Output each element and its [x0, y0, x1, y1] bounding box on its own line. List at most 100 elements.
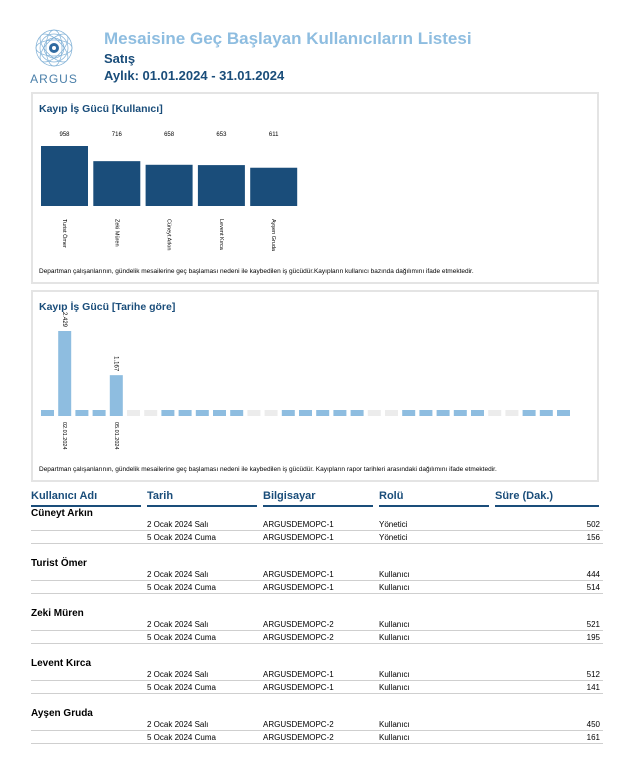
cell-date: 2 Ocak 2024 Salı	[147, 670, 209, 679]
cell-role: Kullanıcı	[379, 570, 410, 579]
bar	[264, 410, 278, 416]
report-department: Satış	[104, 51, 136, 66]
bar	[316, 410, 330, 416]
column-header-role: Rolü	[379, 490, 489, 507]
row-divider	[31, 530, 603, 531]
cell-date: 2 Ocak 2024 Salı	[147, 570, 209, 579]
row-divider	[31, 743, 603, 744]
cell-duration: 512	[586, 670, 600, 679]
user-bar-chart: 958 Turist Ömer 716 Zeki Müren 658 Cüneyt Ark…	[41, 132, 298, 252]
bar	[230, 410, 244, 416]
category-label: Ayşen Gruda	[270, 219, 276, 252]
bar	[333, 410, 347, 416]
bar-value-label: 611	[269, 132, 279, 138]
cell-role: Kullanıcı	[379, 720, 410, 729]
cell-duration: 156	[586, 533, 600, 542]
chart-panel-date: Kayıp İş Gücü [Tarihe göre] 2.429 02.01.2…	[31, 290, 599, 482]
cell-duration: 195	[586, 633, 600, 642]
bar	[299, 410, 312, 416]
cell-computer: ARGUSDEMOPC-2	[263, 720, 334, 729]
cell-computer: ARGUSDEMOPC-1	[263, 583, 334, 592]
row-divider	[31, 630, 603, 631]
category-label: Levent Kırca	[218, 219, 224, 251]
report-period: Aylık: 01.01.2024 - 31.01.2024	[104, 68, 285, 83]
chart-title: Kayıp İş Gücü [Kullanıcı]	[39, 103, 163, 115]
bar	[195, 410, 209, 416]
cell-date: 5 Ocak 2024 Cuma	[147, 583, 216, 592]
bar	[453, 410, 467, 416]
cell-role: Kullanıcı	[379, 633, 410, 642]
column-header-computer: Bilgisayar	[263, 490, 373, 507]
cell-duration: 514	[586, 583, 600, 592]
category-label: Turist Ömer	[61, 219, 68, 248]
argus-logo: ARGUS	[28, 26, 80, 88]
cell-role: Kullanıcı	[379, 583, 410, 592]
bar	[557, 410, 570, 416]
date-bar-chart: 2.429 02.01.2024 1.167 05.01.2024	[41, 312, 570, 450]
logo-text: ARGUS	[30, 72, 78, 86]
bar	[145, 164, 193, 206]
cell-date: 2 Ocak 2024 Salı	[147, 720, 209, 729]
group-user-name: Turist Ömer	[31, 558, 87, 569]
bar-value-label: 653	[216, 132, 227, 138]
cell-duration: 444	[586, 570, 600, 579]
bar-value-label: 2.429	[61, 312, 67, 328]
bar	[350, 410, 364, 416]
chart-note: Departman çalışanlarının, gündelik mesai…	[39, 268, 474, 275]
row-divider	[31, 680, 603, 681]
cell-duration: 450	[586, 720, 600, 729]
cell-date: 5 Ocak 2024 Cuma	[147, 733, 216, 742]
cell-computer: ARGUSDEMOPC-1	[263, 670, 334, 679]
chart-panel-user: Kayıp İş Gücü [Kullanıcı] 958 Turist Ömer…	[31, 92, 599, 284]
bar	[161, 410, 175, 416]
group-user-name: Levent Kırca	[31, 658, 92, 669]
cell-computer: ARGUSDEMOPC-1	[263, 570, 334, 579]
bar	[58, 331, 72, 416]
bar	[250, 167, 298, 206]
cell-duration: 521	[586, 620, 600, 629]
bar	[436, 410, 450, 416]
bar	[178, 410, 192, 416]
cell-computer: ARGUSDEMOPC-1	[263, 520, 334, 529]
cell-duration: 502	[586, 520, 600, 529]
bar	[419, 410, 433, 416]
bar	[505, 410, 519, 416]
bar	[127, 410, 140, 416]
bar	[488, 410, 502, 416]
bar	[41, 410, 54, 416]
bar-value-label: 716	[112, 132, 123, 138]
cell-duration: 141	[586, 683, 600, 692]
report-title: Mesaisine Geç Başlayan Kullanıcıların Li…	[104, 29, 472, 48]
row-divider	[31, 593, 603, 594]
cell-role: Kullanıcı	[379, 620, 410, 629]
date-tick-label: 02.01.2024	[61, 422, 67, 450]
cell-computer: ARGUSDEMOPC-2	[263, 620, 334, 629]
bar	[41, 146, 88, 206]
bar	[247, 410, 261, 416]
group-user-name: Cüneyt Arkın	[31, 508, 93, 519]
column-header-user: Kullanıcı Adı	[31, 490, 141, 507]
bar	[75, 410, 89, 416]
bar	[144, 410, 158, 416]
bar-value-label: 1.167	[113, 356, 119, 372]
bar	[367, 410, 381, 416]
bar-value-label: 958	[59, 132, 70, 138]
row-divider	[31, 730, 603, 731]
cell-date: 5 Ocak 2024 Cuma	[147, 533, 216, 542]
column-header-date: Tarih	[147, 490, 257, 507]
bar	[539, 410, 553, 416]
bar	[402, 410, 416, 416]
cell-date: 2 Ocak 2024 Salı	[147, 620, 209, 629]
category-label: Zeki Müren	[113, 219, 119, 247]
row-divider	[31, 543, 603, 544]
row-divider	[31, 643, 603, 644]
cell-role: Kullanıcı	[379, 670, 410, 679]
date-tick-label: 05.01.2024	[113, 422, 119, 450]
bar	[92, 410, 106, 416]
bar	[197, 165, 245, 206]
bar	[522, 410, 536, 416]
bar	[385, 410, 398, 416]
cell-role: Kullanıcı	[379, 733, 410, 742]
bar	[109, 375, 123, 416]
column-header-duration: Süre (Dak.)	[495, 490, 599, 507]
